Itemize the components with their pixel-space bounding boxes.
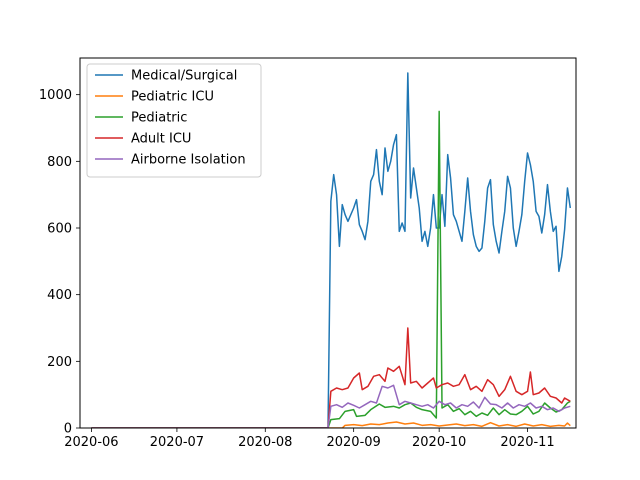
x-tick-label: 2020-06 [64, 435, 118, 450]
legend-label-medical-surgical: Medical/Surgical [131, 69, 237, 84]
series-line-pediatric [91, 110, 571, 428]
y-tick-label: 600 [47, 222, 72, 237]
plot-lines [91, 72, 572, 428]
y-axis: 0 200 400 600 800 1000 [39, 88, 80, 437]
x-tick-label: 2020-07 [150, 435, 204, 450]
plot-frame [79, 57, 577, 429]
y-tick-label: 800 [47, 155, 72, 170]
legend-label-adult-icu: Adult ICU [131, 132, 191, 147]
series-line-airborne-isolation [91, 384, 571, 428]
legend-label-airborne-isolation: Airborne Isolation [131, 153, 246, 168]
x-tick-label: 2020-10 [412, 435, 466, 450]
series-line-pediatric-icu [91, 421, 571, 428]
series-line-medical-surgical [91, 72, 572, 428]
legend-box [86, 63, 262, 178]
y-tick-label: 0 [64, 422, 72, 437]
x-tick-label: 2020-08 [238, 435, 292, 450]
y-tick-label: 400 [47, 288, 72, 303]
legend: Medical/Surgical Pediatric ICU Pediatric Ad… [86, 63, 262, 178]
y-tick-label: 200 [47, 355, 72, 370]
y-tick-label: 1000 [39, 88, 72, 103]
x-tick-label: 2020-11 [500, 435, 554, 450]
x-axis: 2020-06 2020-07 2020-08 2020-09 2020-10 2020-… [64, 428, 555, 450]
legend-label-pediatric-icu: Pediatric ICU [131, 90, 214, 105]
legend-label-pediatric: Pediatric [131, 111, 187, 126]
series-line-adult-icu [91, 327, 571, 428]
x-tick-label: 2020-09 [326, 435, 380, 450]
